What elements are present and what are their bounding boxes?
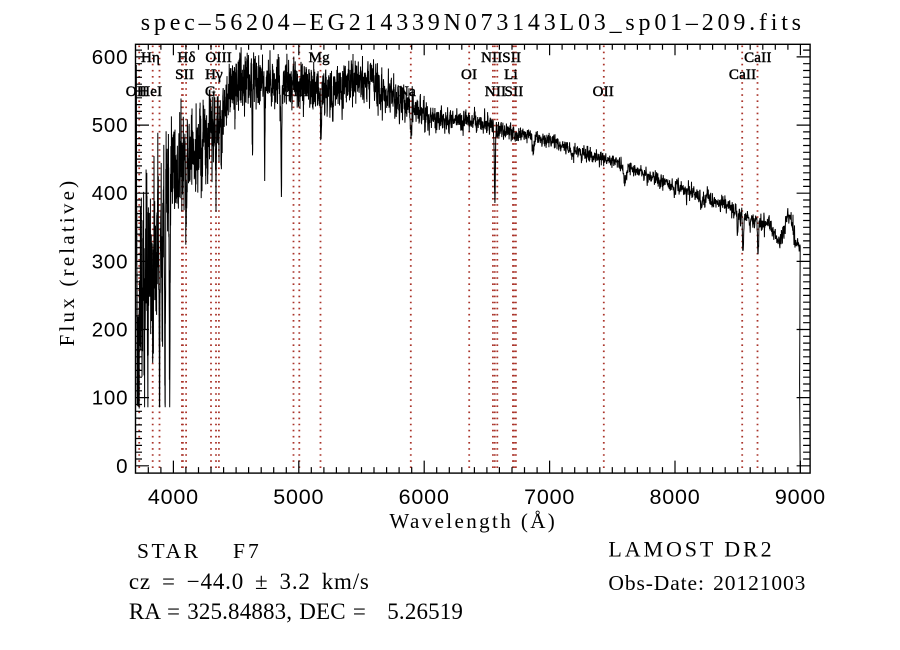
svg-text:Wavelength (Å): Wavelength (Å) xyxy=(389,509,557,533)
svg-text:STAR: STAR xyxy=(137,539,201,563)
svg-text:SII: SII xyxy=(175,67,194,83)
svg-text:600: 600 xyxy=(92,46,129,69)
svg-text:CaII: CaII xyxy=(744,50,771,66)
svg-text:0: 0 xyxy=(116,455,128,478)
svg-text:8000: 8000 xyxy=(649,485,700,509)
svg-text:RA = 325.84883, DEC = 5.2651: RA = 325.84883, DEC = 5.26519 xyxy=(129,599,463,624)
svg-text:LAMOST DR2: LAMOST DR2 xyxy=(608,537,774,562)
svg-text:9000: 9000 xyxy=(775,485,826,509)
svg-text:Flux (relative): Flux (relative) xyxy=(55,178,79,347)
svg-text:OI: OI xyxy=(461,67,477,83)
svg-text:Hγ: Hγ xyxy=(205,67,223,83)
svg-text:200: 200 xyxy=(92,319,129,342)
svg-text:F7: F7 xyxy=(233,539,262,563)
svg-text:HeI: HeI xyxy=(139,84,162,100)
svg-text:500: 500 xyxy=(92,114,129,137)
svg-text:CaII: CaII xyxy=(729,67,756,83)
svg-text:6000: 6000 xyxy=(399,485,450,509)
svg-text:SII: SII xyxy=(502,50,521,66)
svg-text:Obs-Date: 20121003: Obs-Date: 20121003 xyxy=(608,571,806,595)
svg-text:OII: OII xyxy=(126,84,147,100)
svg-text:4000: 4000 xyxy=(148,485,199,509)
svg-text:5000: 5000 xyxy=(273,485,324,509)
svg-text:NII: NII xyxy=(481,50,502,66)
svg-text:SII: SII xyxy=(505,84,524,100)
svg-text:100: 100 xyxy=(92,387,129,410)
svg-text:G: G xyxy=(205,84,216,100)
svg-text:NII: NII xyxy=(485,84,506,100)
svg-text:Mg: Mg xyxy=(309,50,331,66)
svg-text:7000: 7000 xyxy=(524,485,575,509)
svg-text:Li: Li xyxy=(504,67,518,83)
svg-text:OIII: OIII xyxy=(205,50,232,66)
svg-text:Hδ: Hδ xyxy=(177,50,195,66)
svg-text:spec–56204–EG214339N073143L03_: spec–56204–EG214339N073143L03_sp01–209.f… xyxy=(141,10,805,36)
svg-text:300: 300 xyxy=(92,250,129,273)
svg-text:400: 400 xyxy=(92,182,129,205)
svg-text:cz = −44.0 ± 3.2 km/s: cz = −44.0 ± 3.2 km/s xyxy=(129,569,370,594)
svg-text:OIII: OIII xyxy=(282,84,309,100)
svg-text:Hη: Hη xyxy=(141,50,160,66)
svg-text:OII: OII xyxy=(593,84,614,100)
svg-text:Na: Na xyxy=(398,84,416,100)
